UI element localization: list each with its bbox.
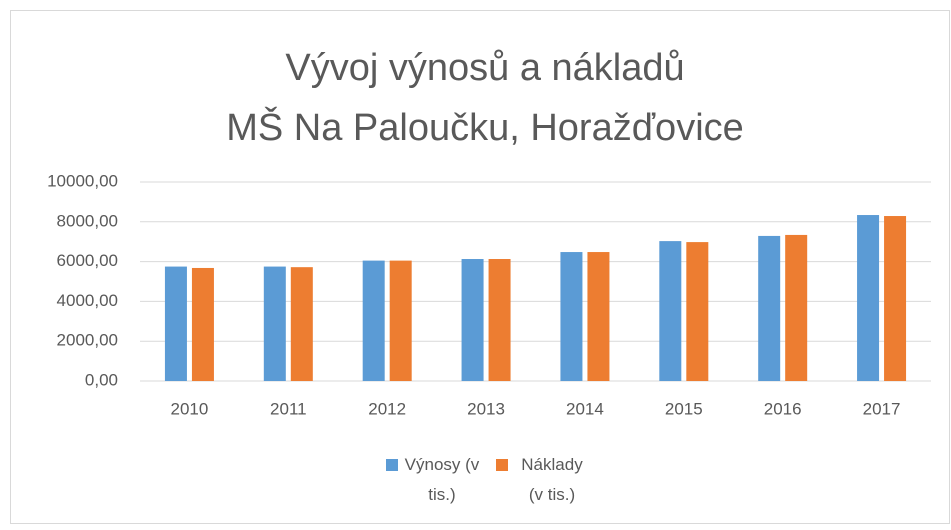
bar — [263, 266, 286, 381]
legend-swatch — [386, 459, 398, 471]
bar — [290, 267, 313, 381]
bar — [758, 235, 781, 381]
y-tick-label: 4000,00 — [57, 291, 118, 310]
x-tick-label: 2017 — [863, 399, 901, 418]
legend-swatch — [496, 459, 508, 471]
bar — [389, 260, 412, 381]
legend-item: Náklady (v tis.) — [496, 450, 592, 510]
bar — [686, 242, 709, 381]
bar — [164, 266, 187, 381]
y-tick-label: 2000,00 — [57, 331, 118, 350]
x-tick-label: 2010 — [171, 399, 209, 418]
x-tick-label: 2011 — [270, 399, 307, 418]
bar — [659, 241, 682, 381]
legend-label: Náklady (v tis.) — [521, 455, 583, 504]
chart-title: Vývoj výnosů a nákladů — [285, 47, 684, 89]
bar — [785, 234, 808, 381]
x-tick-label: 2014 — [566, 399, 604, 418]
chart-title: MŠ Na Paloučku, Horažďovice — [226, 105, 744, 149]
legend: Výnosy (v tis.) Náklady (v tis.) — [386, 450, 592, 510]
bar — [488, 259, 511, 381]
bar — [461, 259, 484, 381]
x-tick-label: 2012 — [368, 399, 406, 418]
y-tick-label: 0,00 — [85, 370, 118, 389]
bar — [560, 252, 583, 381]
legend-label: Výnosy (v tis.) — [404, 455, 480, 504]
y-tick-label: 8000,00 — [57, 211, 118, 230]
bar — [857, 215, 880, 381]
bar — [362, 260, 385, 381]
bar — [191, 267, 214, 381]
x-tick-label: 2013 — [467, 399, 505, 418]
x-tick-label: 2015 — [665, 399, 703, 418]
y-tick-label: 10000,00 — [47, 171, 118, 190]
x-tick-label: 2016 — [764, 399, 802, 418]
bar — [884, 216, 907, 381]
bar — [587, 252, 610, 381]
legend-item: Výnosy (v tis.) — [386, 450, 482, 510]
y-tick-label: 6000,00 — [57, 251, 118, 270]
